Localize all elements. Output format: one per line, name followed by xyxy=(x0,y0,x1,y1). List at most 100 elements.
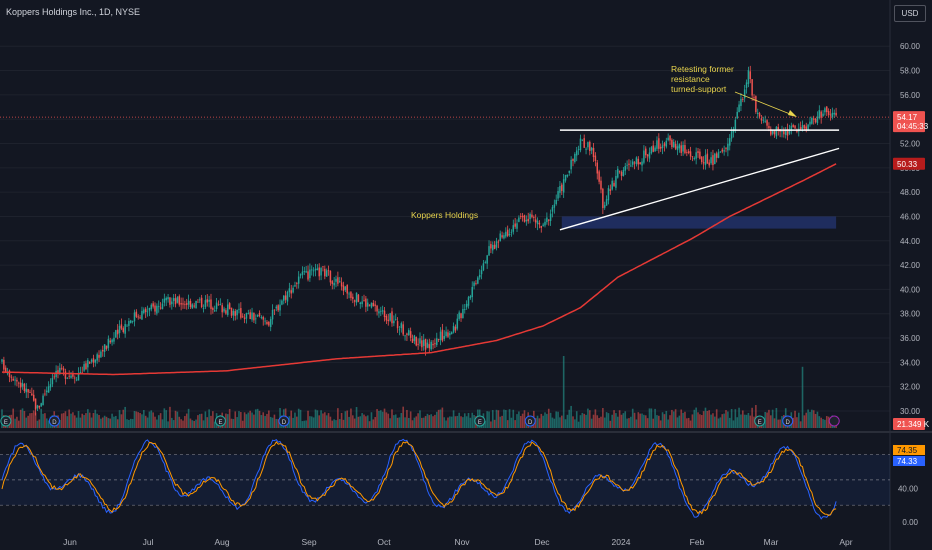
candle-body xyxy=(176,297,179,303)
x-tick-label: Jun xyxy=(63,537,77,547)
candle-body xyxy=(742,99,744,100)
volume-bar xyxy=(727,411,729,428)
volume-bar xyxy=(307,410,309,428)
volume-bar xyxy=(202,420,205,428)
volume-bar xyxy=(439,409,442,428)
candle-body xyxy=(262,317,264,320)
candle-body xyxy=(40,403,42,407)
candle-body xyxy=(717,152,720,158)
osc-d-label: 74.35 xyxy=(897,446,918,455)
candle-body xyxy=(740,98,742,106)
candle-body xyxy=(19,382,22,388)
candle-body xyxy=(430,341,432,350)
candle-body xyxy=(678,144,681,149)
volume-bar xyxy=(290,410,293,428)
candle-body xyxy=(228,303,231,309)
candle-body xyxy=(90,359,93,362)
candle-body xyxy=(555,199,557,205)
last-price-tag xyxy=(893,111,925,133)
candle-body xyxy=(594,155,597,162)
candle-body xyxy=(691,156,694,158)
candle-body xyxy=(697,151,699,154)
candle-body xyxy=(1,359,3,362)
candle-body xyxy=(333,282,335,286)
volume-bar xyxy=(508,409,511,428)
volume-bar xyxy=(512,409,515,428)
candle-body xyxy=(835,112,837,116)
volume-bar xyxy=(721,414,724,428)
volume-bar xyxy=(570,405,572,428)
event-marker-label: E xyxy=(218,420,222,426)
volume-bar xyxy=(103,415,106,428)
volume-bar xyxy=(445,420,447,428)
volume-bar xyxy=(745,414,748,428)
volume-bar xyxy=(506,420,509,428)
volume-bar xyxy=(260,415,263,428)
volume-bar xyxy=(187,408,190,428)
candle-body xyxy=(83,364,85,371)
volume-bar xyxy=(359,416,362,428)
volume-bar xyxy=(590,418,593,428)
volume-bar xyxy=(441,407,444,428)
candle-body xyxy=(314,268,317,271)
volume-bar xyxy=(650,408,653,428)
candle-body xyxy=(486,255,488,264)
event-marker-icon xyxy=(278,415,290,427)
candle-body xyxy=(723,150,725,152)
candle-body xyxy=(150,304,153,310)
volume-bar xyxy=(68,409,70,428)
candle-body xyxy=(505,231,507,237)
candle-body xyxy=(368,304,371,306)
candle-body xyxy=(424,338,427,350)
candle-body xyxy=(223,308,225,312)
volume-bar xyxy=(143,409,145,428)
volume-bar xyxy=(324,412,326,428)
volume-bar xyxy=(714,416,716,428)
event-marker-icon xyxy=(214,415,226,427)
volume-bar xyxy=(251,412,253,428)
volume-bar xyxy=(753,416,755,428)
currency-button[interactable]: USD xyxy=(894,5,926,22)
candle-body xyxy=(786,129,789,136)
candle-body xyxy=(771,130,774,134)
price-tick-label: 48.00 xyxy=(900,188,921,197)
candle-body xyxy=(602,188,604,209)
volume-bar xyxy=(411,420,414,428)
candle-body xyxy=(70,375,72,378)
candle-body xyxy=(238,308,240,310)
candle-body xyxy=(730,131,733,139)
candle-body xyxy=(587,142,589,148)
candle-body xyxy=(564,175,567,181)
candle-body xyxy=(120,324,123,329)
volume-bar xyxy=(340,412,343,428)
candle-body xyxy=(428,344,431,349)
volume-bar xyxy=(394,414,397,428)
volume-bar xyxy=(631,408,634,428)
candle-body xyxy=(665,140,668,147)
candle-body xyxy=(146,311,149,313)
event-marker-label: E xyxy=(4,420,8,426)
candle-body xyxy=(719,151,722,153)
candle-body xyxy=(695,152,697,159)
candle-body xyxy=(656,140,658,149)
candle-body xyxy=(4,367,7,372)
volume-bar xyxy=(465,416,468,428)
volume-bar xyxy=(331,420,334,428)
candle-body xyxy=(204,300,207,308)
candle-body xyxy=(706,153,709,164)
volume-bar xyxy=(820,417,822,428)
candle-body xyxy=(829,114,832,116)
volume-bar xyxy=(547,408,550,428)
volume-bar xyxy=(648,408,651,428)
candle-body xyxy=(790,125,793,131)
volume-bar xyxy=(370,412,373,428)
candle-body xyxy=(492,244,494,251)
candle-body xyxy=(469,296,472,299)
volume-bar xyxy=(368,421,371,428)
candle-body xyxy=(833,112,835,115)
candle-body xyxy=(736,111,738,119)
volume-bar xyxy=(206,417,209,428)
volume-bar xyxy=(725,410,727,428)
volume-bar xyxy=(161,419,164,428)
